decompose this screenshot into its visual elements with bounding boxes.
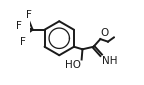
Text: NH: NH <box>102 56 118 66</box>
Text: F: F <box>26 10 32 20</box>
Text: HO: HO <box>65 60 81 70</box>
Text: F: F <box>16 21 22 31</box>
Text: F: F <box>20 37 26 47</box>
Text: O: O <box>101 28 109 38</box>
